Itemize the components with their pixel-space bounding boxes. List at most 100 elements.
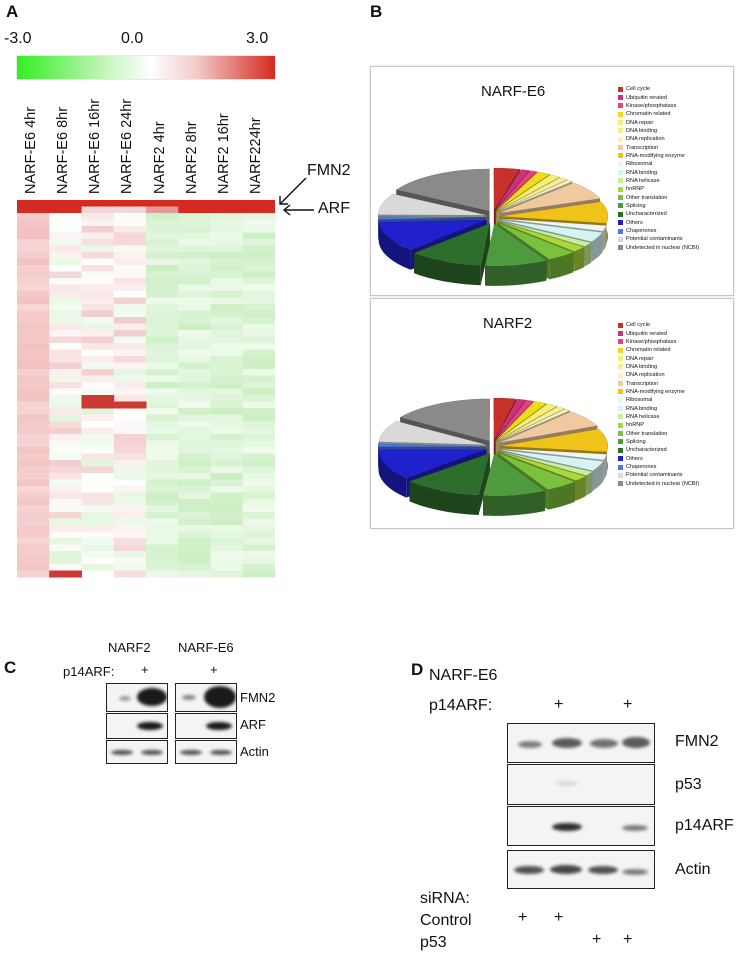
heatmap-cell (178, 525, 211, 532)
heatmap-cell (113, 512, 147, 519)
heatmap-cell (113, 226, 147, 233)
heatmap-cell (81, 232, 115, 240)
heatmap-cell (49, 356, 82, 363)
heatmap-cell (146, 447, 179, 454)
heatmap-cell (49, 447, 82, 454)
heatmap-cell (113, 213, 147, 220)
pie-slice (496, 174, 561, 212)
heatmap-cell (242, 369, 275, 376)
heatmap-cell (17, 570, 50, 578)
heatmap-cell (81, 479, 115, 487)
pie-slice (499, 201, 609, 224)
legend-swatch (618, 431, 623, 437)
heatmap-cell (210, 388, 244, 396)
heatmap-cell (178, 310, 211, 318)
heatmap-cell (146, 505, 179, 513)
heatmap-cell (113, 232, 147, 240)
legend-item: RNA helicase (618, 177, 699, 185)
pie-slice (494, 169, 530, 211)
heatmap-cell (113, 284, 147, 292)
heatmap-cell (242, 297, 275, 305)
heatmap-cell (178, 434, 211, 441)
legend-swatch (618, 203, 623, 209)
scale-mid-label: 0.0 (121, 30, 144, 47)
heatmap-cell (146, 479, 179, 487)
heatmap-cell (210, 219, 244, 227)
legend-swatch (618, 364, 623, 370)
heatmap-cell (17, 460, 50, 467)
pie-slice (499, 449, 604, 471)
heatmap-cell (113, 362, 147, 370)
legend-item: Others (618, 219, 699, 227)
heatmap-cell (242, 291, 275, 298)
legend-swatch (618, 186, 623, 192)
legend-swatch (618, 372, 623, 378)
heatmap-cell (113, 492, 147, 500)
heatmap-cell (81, 453, 115, 461)
heatmap-cell (178, 453, 211, 461)
heatmap-cell (113, 388, 147, 396)
legend-label: DNA binding (626, 127, 658, 134)
heatmap-cell (81, 252, 115, 259)
heatmap-cell (17, 362, 50, 370)
heatmap-cell (17, 336, 50, 344)
heatmap-cell (113, 434, 147, 441)
blot-label-fmn2: FMN2 (675, 733, 719, 750)
heatmap-cell (49, 291, 82, 298)
heatmap-cell (81, 525, 115, 532)
heatmap-cell (113, 317, 147, 324)
heatmap-cell (146, 538, 179, 545)
heatmap-cell (81, 408, 115, 415)
heatmap-cell (242, 453, 275, 461)
legend-item: Chaperones (618, 463, 699, 471)
heatmap-cell (113, 356, 147, 363)
heatmap-cell (81, 219, 115, 227)
heatmap-cell (146, 551, 179, 558)
legend-swatch (618, 195, 623, 201)
heatmap-cell (49, 427, 82, 435)
heatmap-cell (17, 414, 50, 422)
legend-swatch (618, 414, 623, 420)
heatmap-cell (178, 551, 211, 558)
western-blot-fmn2-narf2 (106, 683, 168, 712)
heatmap-cell (178, 447, 211, 454)
heatmap-cell (146, 362, 179, 370)
heatmap-cell (210, 564, 244, 571)
heatmap-cell (210, 518, 244, 526)
legend-item: DNA repair (618, 118, 699, 126)
legend-item: Other translation (618, 193, 699, 201)
legend-swatch (618, 120, 623, 126)
pie-slice (499, 428, 609, 453)
heatmap-cell (81, 401, 115, 409)
heatmap-cell (113, 265, 147, 272)
heatmap-cell (242, 427, 275, 435)
heatmap-cell (210, 499, 244, 506)
legend-swatch (618, 103, 623, 109)
heatmap-cell (178, 401, 211, 409)
heatmap-cell (210, 382, 244, 389)
heatmap-cell (178, 369, 211, 376)
legend-item: RNA binding (618, 168, 699, 176)
heatmap-cell (49, 466, 82, 474)
heatmap-cell (81, 265, 115, 272)
heatmap-cell (242, 265, 275, 272)
heatmap-cell (242, 323, 275, 331)
heatmap-cell (17, 544, 50, 552)
legend-label: RNA-modifying enzyme (626, 152, 685, 159)
heatmap-cell (146, 388, 179, 396)
heatmap-cell (146, 564, 179, 571)
heatmap-column-label: NARF2 4hr (152, 121, 168, 194)
heatmap-cell (146, 265, 179, 272)
legend-label: Splicing (626, 202, 646, 209)
heatmap-cell (242, 401, 275, 409)
heatmap-cell (178, 284, 211, 292)
pie-slice (498, 451, 587, 481)
heatmap-cell (81, 414, 115, 422)
heatmap-cell (146, 239, 179, 246)
heatmap-cell (17, 479, 50, 487)
heatmap-cell (242, 512, 275, 519)
heatmap-cell (81, 375, 115, 383)
legend-item: RNA-modifying enzyme (618, 152, 699, 160)
heatmap-cell (49, 499, 82, 506)
heatmap-cell (242, 408, 275, 415)
